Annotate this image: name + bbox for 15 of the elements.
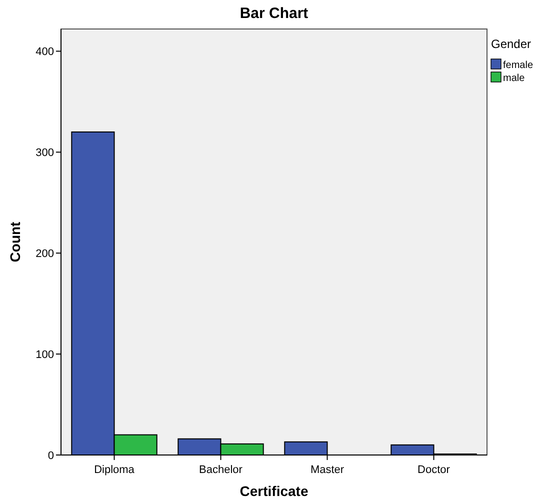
y-tick-label: 100 bbox=[36, 348, 54, 361]
legend-label: male bbox=[503, 73, 526, 84]
y-tick-label: 0 bbox=[48, 450, 54, 462]
x-tick-label: Diploma bbox=[94, 464, 136, 476]
x-tick-label: Master bbox=[310, 464, 344, 476]
x-axis-title: Certificate bbox=[240, 483, 308, 499]
chart-title: Bar Chart bbox=[240, 5, 308, 22]
x-tick-label: Bachelor bbox=[199, 464, 243, 476]
legend-title: Gender bbox=[491, 37, 532, 51]
x-tick-label: Doctor bbox=[418, 464, 450, 476]
legend-label: female bbox=[503, 60, 534, 71]
y-axis-title: Count bbox=[7, 221, 23, 262]
y-tick-label: 200 bbox=[36, 248, 54, 260]
y-tick-label: 400 bbox=[36, 46, 54, 58]
y-tick-label: 300 bbox=[36, 147, 54, 160]
